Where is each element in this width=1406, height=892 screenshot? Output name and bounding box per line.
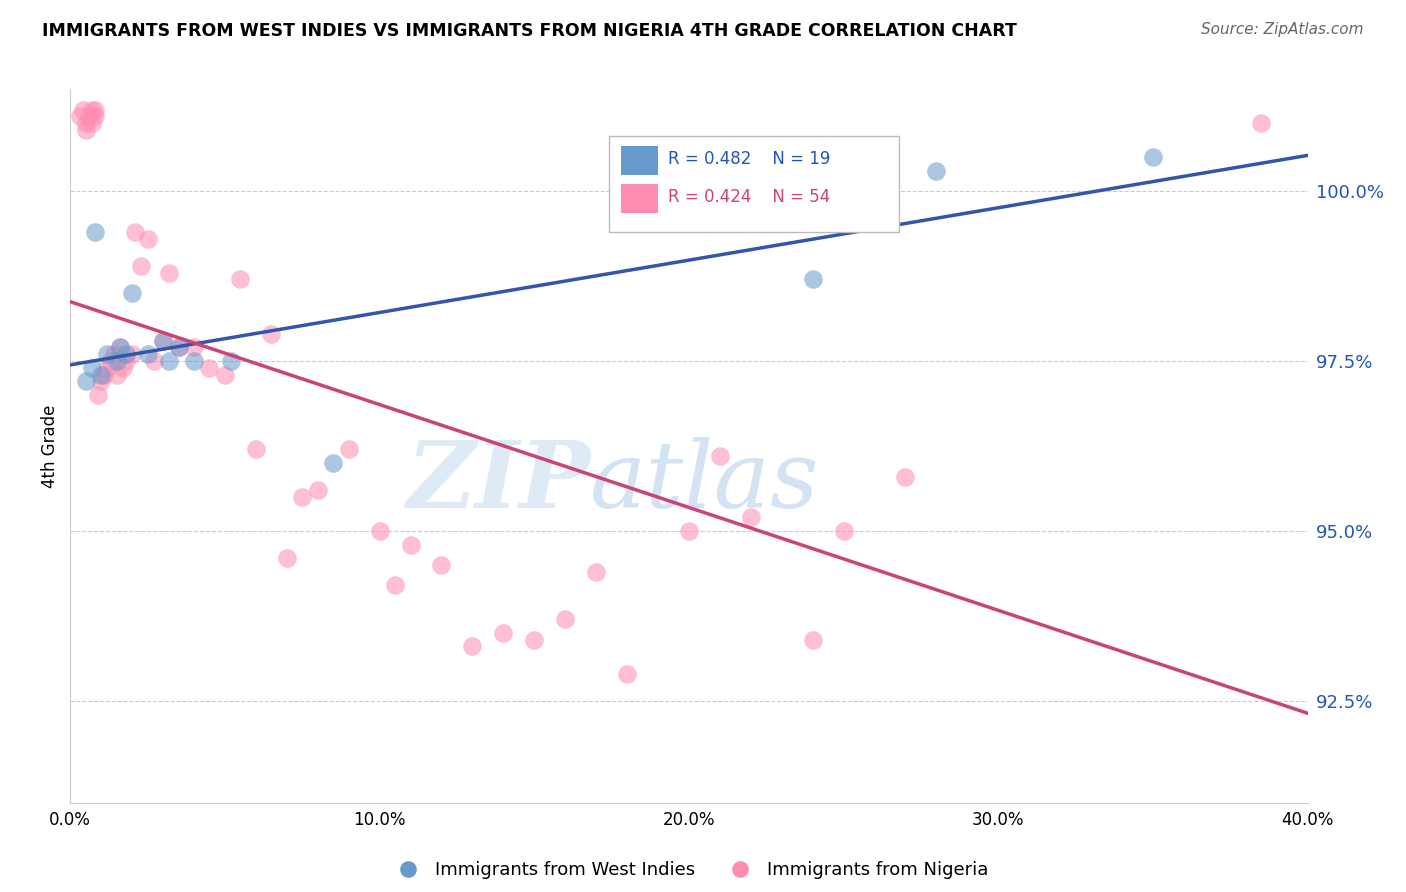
Point: [214, 368, 236, 382]
Point: [260, 326, 283, 341]
Point: [832, 524, 855, 538]
Point: [136, 232, 159, 246]
Point: [709, 449, 731, 463]
Point: [167, 341, 190, 355]
Point: [115, 354, 138, 368]
Point: [894, 469, 917, 483]
Point: [131, 259, 153, 273]
Point: [108, 341, 131, 355]
Point: [384, 578, 406, 592]
Point: [616, 666, 638, 681]
Point: [75, 116, 97, 130]
Text: Source: ZipAtlas.com: Source: ZipAtlas.com: [1201, 22, 1364, 37]
Point: [111, 360, 134, 375]
Point: [276, 551, 298, 566]
Text: IMMIGRANTS FROM WEST INDIES VS IMMIGRANTS FROM NIGERIA 4TH GRADE CORRELATION CHA: IMMIGRANTS FROM WEST INDIES VS IMMIGRANT…: [42, 22, 1017, 40]
Point: [72, 103, 94, 117]
Point: [291, 490, 314, 504]
Point: [96, 360, 118, 375]
Point: [183, 341, 205, 355]
Point: [136, 347, 159, 361]
Point: [585, 565, 607, 579]
Point: [90, 368, 112, 382]
Point: [1142, 150, 1164, 164]
Point: [80, 116, 103, 130]
Point: [801, 272, 824, 286]
Y-axis label: 4th Grade: 4th Grade: [41, 404, 59, 488]
Point: [69, 109, 91, 123]
Point: [90, 375, 112, 389]
Legend: Immigrants from West Indies, Immigrants from Nigeria: Immigrants from West Indies, Immigrants …: [382, 855, 995, 887]
Point: [80, 360, 103, 375]
Point: [84, 109, 107, 123]
Point: [105, 368, 128, 382]
Point: [492, 626, 515, 640]
Point: [121, 286, 143, 301]
Point: [152, 334, 174, 348]
Point: [157, 266, 180, 280]
Point: [183, 354, 205, 368]
Point: [152, 334, 174, 348]
Point: [245, 442, 267, 457]
Point: [219, 354, 242, 368]
Point: [198, 360, 221, 375]
Point: [523, 632, 546, 647]
Point: [103, 347, 125, 361]
Point: [80, 103, 103, 117]
Point: [678, 524, 700, 538]
Point: [229, 272, 252, 286]
Point: [100, 354, 122, 368]
Point: [307, 483, 329, 498]
Point: [801, 632, 824, 647]
Bar: [621, 184, 658, 212]
Point: [96, 347, 118, 361]
Point: [322, 456, 344, 470]
Point: [93, 368, 115, 382]
Point: [167, 341, 190, 355]
Point: [142, 354, 165, 368]
Point: [124, 225, 146, 239]
Point: [740, 510, 762, 524]
Point: [108, 341, 131, 355]
Point: [368, 524, 391, 538]
Point: [77, 109, 100, 123]
Text: atlas: atlas: [591, 437, 820, 526]
Text: R = 0.482    N = 19: R = 0.482 N = 19: [668, 150, 831, 168]
Point: [157, 354, 180, 368]
Point: [87, 388, 110, 402]
Point: [337, 442, 360, 457]
Point: [84, 103, 107, 117]
Point: [121, 347, 143, 361]
Point: [75, 123, 97, 137]
Point: [461, 640, 484, 654]
Bar: [621, 146, 658, 175]
Point: [84, 225, 107, 239]
Text: R = 0.424    N = 54: R = 0.424 N = 54: [668, 188, 830, 206]
Point: [1250, 116, 1272, 130]
Point: [430, 558, 453, 572]
FancyBboxPatch shape: [609, 136, 900, 232]
Point: [554, 612, 576, 626]
Point: [75, 375, 97, 389]
Point: [105, 354, 128, 368]
Text: ZIP: ZIP: [406, 437, 591, 526]
Point: [115, 347, 138, 361]
Point: [399, 537, 422, 551]
Point: [925, 163, 948, 178]
